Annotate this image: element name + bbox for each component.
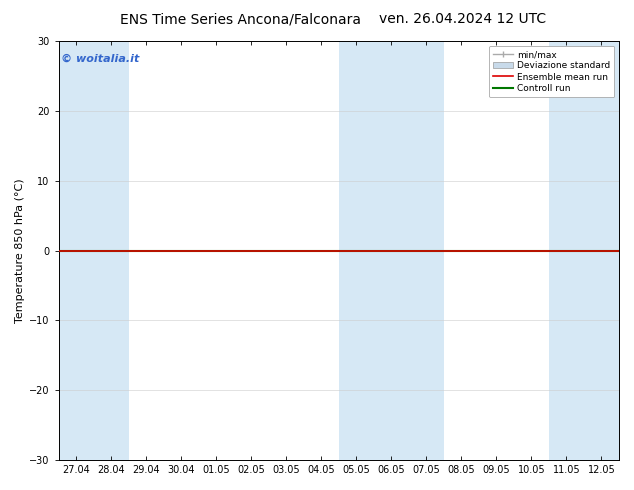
Bar: [339, 41, 374, 460]
Bar: [584, 41, 619, 460]
Bar: [374, 41, 409, 460]
Bar: [59, 41, 94, 460]
Legend: min/max, Deviazione standard, Ensemble mean run, Controll run: min/max, Deviazione standard, Ensemble m…: [489, 46, 614, 98]
Bar: [549, 41, 584, 460]
Text: © woitalia.it: © woitalia.it: [61, 53, 140, 64]
Y-axis label: Temperature 850 hPa (°C): Temperature 850 hPa (°C): [15, 178, 25, 323]
Text: ENS Time Series Ancona/Falconara: ENS Time Series Ancona/Falconara: [120, 12, 361, 26]
Bar: [409, 41, 444, 460]
Text: ven. 26.04.2024 12 UTC: ven. 26.04.2024 12 UTC: [379, 12, 547, 26]
Bar: [94, 41, 129, 460]
